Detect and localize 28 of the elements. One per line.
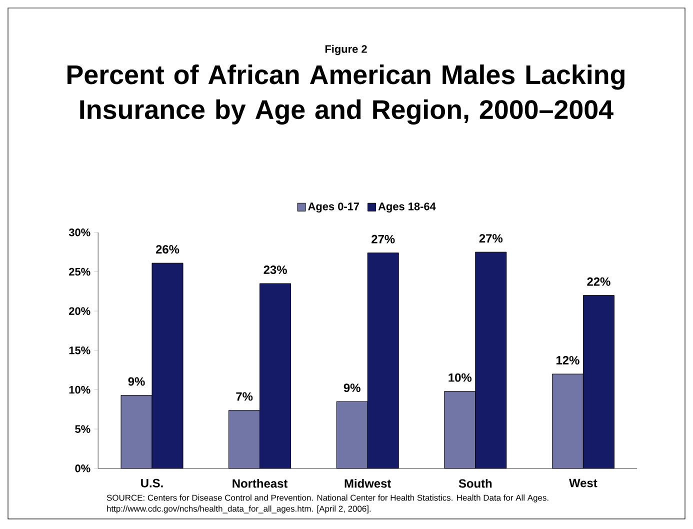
x-tick-label: U.S. <box>141 478 163 488</box>
x-tick-label: West <box>569 478 598 488</box>
data-label: 26% <box>156 245 180 254</box>
legend-label: Ages 0-17 <box>308 202 360 213</box>
data-label: 23% <box>264 266 287 274</box>
data-label: 27% <box>479 234 503 243</box>
data-label: 27% <box>372 234 395 244</box>
chart-title: Percent of African American Males Lacking Insurance by Age and Region, 2000–2004 <box>68 64 624 125</box>
legend-label: Ages 18-64 <box>378 202 436 213</box>
data-label: 9% <box>344 384 360 392</box>
y-tick-label: 15% <box>69 346 90 354</box>
data-label: 7% <box>236 392 253 401</box>
y-tick-label: 10% <box>69 386 90 394</box>
x-tick-label: Midwest <box>344 478 392 488</box>
x-tick-label: Northeast <box>232 478 288 488</box>
data-label: 12% <box>556 356 580 364</box>
data-label: 22% <box>587 277 610 286</box>
y-tick-label: 30% <box>68 228 90 236</box>
y-tick-label: 25% <box>69 268 90 276</box>
x-tick-label: South <box>458 478 492 488</box>
data-label: 9% <box>128 377 145 386</box>
y-tick-label: 5% <box>75 425 90 433</box>
y-tick-label: 20% <box>69 307 90 315</box>
data-label: 10% <box>448 373 472 382</box>
chart-subtitle: Figure 2 <box>325 44 367 56</box>
text: http://www.cdc.gov/nchs/health_data_for_all_ages.htm. [April 2, 2006]. <box>107 506 371 514</box>
y-tick-label: 0% <box>75 464 90 472</box>
source-note: SOURCE: Centers for Disease Control and Prevention. National Center for Health Statistics. Health Data for All Ages. <box>106 494 548 502</box>
